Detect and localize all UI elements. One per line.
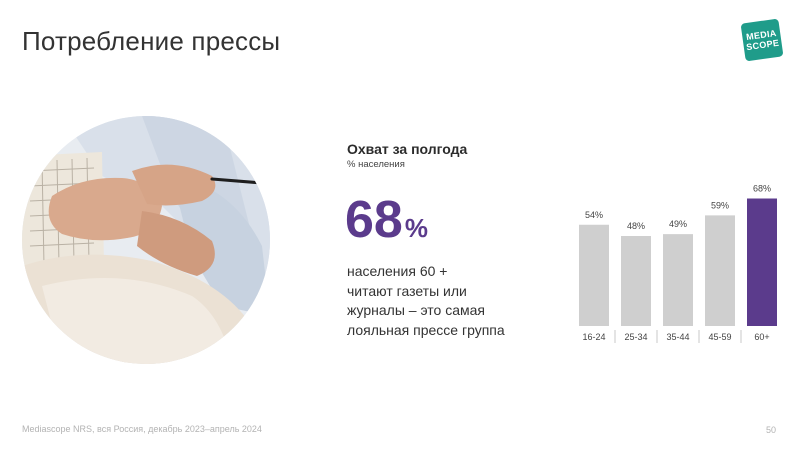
kpi-value-unit: % <box>404 213 428 243</box>
category-label: 45-59 <box>708 332 731 342</box>
bar-value-label: 48% <box>627 221 645 231</box>
mediascope-logo: MEDIA SCOPE <box>740 18 784 62</box>
kpi-value: 68% <box>345 192 428 256</box>
category-label: 25-34 <box>624 332 647 342</box>
bar-60+ <box>747 198 777 326</box>
category-label: 35-44 <box>666 332 689 342</box>
kpi-description-line: читают газеты или <box>347 282 467 299</box>
kpi-description: населения 60 + читают газеты или журналы… <box>347 262 547 340</box>
kpi-description-line: населения 60 + <box>347 263 448 279</box>
bar-35-44 <box>663 234 693 326</box>
kpi-description-line: журналы – это самая <box>347 302 486 318</box>
kpi-subheading: % населения <box>347 159 405 170</box>
age-reach-bar-chart: 54% 16-24 48% 25-34 49% 35-44 59% 45-59 68% 60+ <box>560 170 790 355</box>
bar-25-34 <box>621 236 651 326</box>
bar-value-label: 54% <box>585 210 603 220</box>
page-number: 50 <box>766 425 777 435</box>
kpi-value-number: 68 <box>345 191 403 249</box>
category-label: 16-24 <box>582 332 605 342</box>
source-note: Mediascope NRS, вся Россия, декабрь 2023… <box>22 424 262 434</box>
photo-illustration <box>22 116 270 364</box>
bar-chart-svg: 54% 16-24 48% 25-34 49% 35-44 59% 45-59 68% 60+ <box>579 184 777 343</box>
bar-45-59 <box>705 215 735 326</box>
bar-16-24 <box>579 224 609 326</box>
category-label: 60+ <box>754 332 769 342</box>
bar-value-label: 49% <box>669 219 687 229</box>
bar-value-label: 68% <box>753 184 771 194</box>
bar-value-label: 59% <box>711 200 729 210</box>
kpi-heading: Охват за полгода <box>347 141 468 157</box>
elderly-reader-photo <box>22 116 270 364</box>
page-title: Потребление прессы <box>22 26 281 56</box>
kpi-description-line: лояльная прессе группа <box>347 321 505 338</box>
